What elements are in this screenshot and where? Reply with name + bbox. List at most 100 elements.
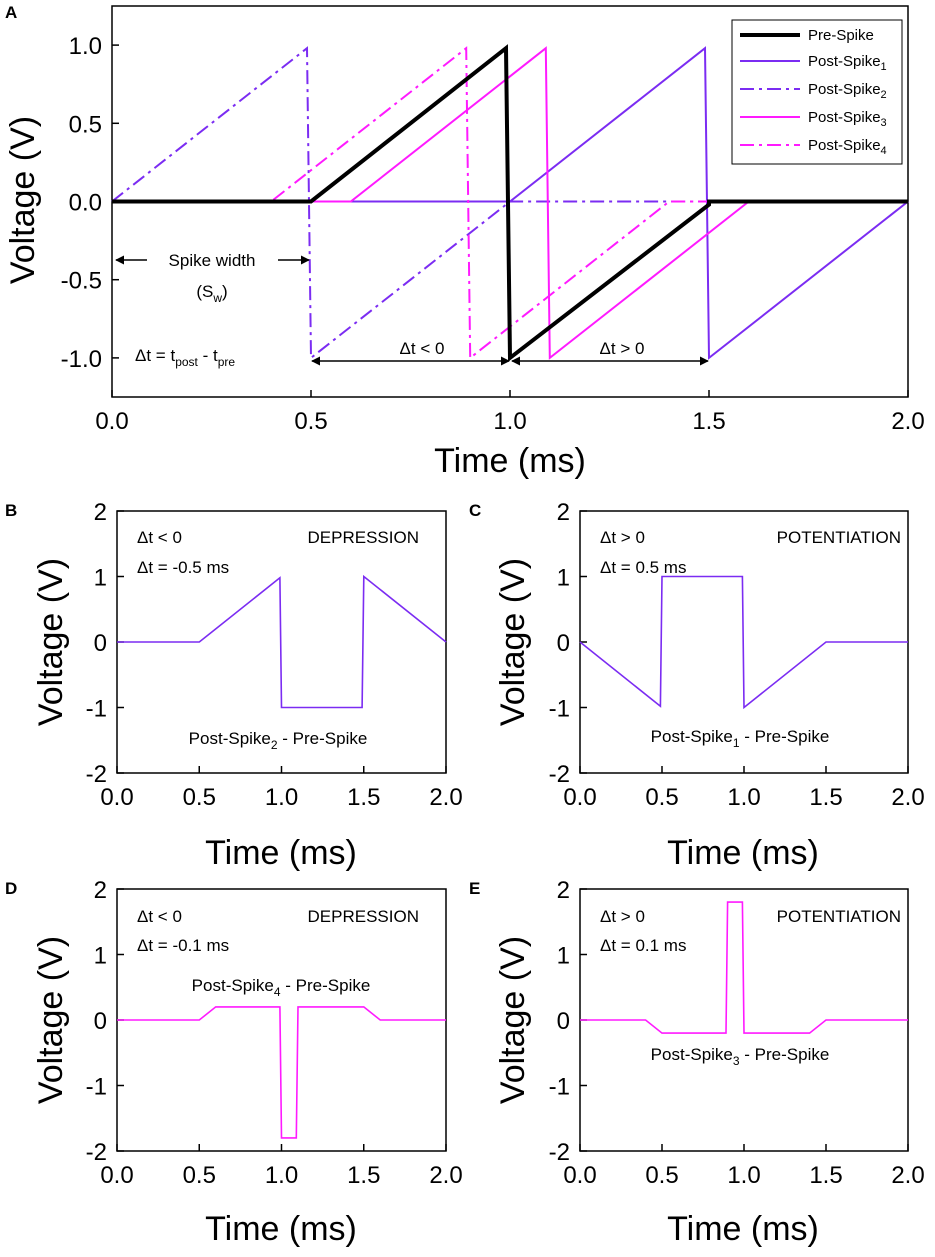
y-tick-label: 0.5: [69, 111, 102, 138]
x-tick-label: 1.0: [727, 784, 760, 811]
y-tick-label: -1: [549, 696, 570, 723]
x-tick-label: 2.0: [429, 1162, 462, 1189]
series-line-pre: [112, 44, 908, 362]
delta-t-value: Δt = -0.5 ms: [137, 558, 229, 577]
x-axis-label: Time (ms): [205, 834, 357, 872]
y-tick-label: -1.0: [61, 346, 102, 373]
panel-c: C 0.0 0.5 1.0 1.5 2.0 2 1 0 -1 -2 Time (ms) Volta…: [469, 499, 925, 872]
y-tick-label: -1: [549, 1074, 570, 1101]
y-tick-label: 1: [557, 943, 570, 970]
x-tick-label: 0.5: [294, 408, 327, 435]
series-group: [580, 901, 908, 1034]
panel-b: B 0.0 0.5 1.0 1.5 2.0 2 1 0 -1 -2 Time (ms) Volta…: [5, 499, 463, 872]
x-tick-label: 0.5: [645, 1162, 678, 1189]
series-line-difference: [117, 574, 447, 709]
delta-t-sign: Δt < 0: [137, 907, 182, 926]
x-tick-label: 1.5: [809, 784, 842, 811]
y-tick-label: 1: [557, 565, 570, 592]
x-axis-label: Time (ms): [667, 834, 819, 872]
y-tick-label: 1: [94, 943, 107, 970]
y-tick-label: 2: [557, 877, 570, 904]
y-tick-label: 0.0: [69, 190, 102, 217]
y-tick-label: 2: [94, 877, 107, 904]
series-line-post-2: [111, 46, 908, 360]
x-axis-label: Time (ms): [434, 442, 586, 480]
panel-letter: A: [5, 3, 17, 22]
x-tick-label: 0.5: [183, 784, 216, 811]
x-tick-label: 1.0: [727, 1162, 760, 1189]
y-tick-label: -2: [86, 1139, 107, 1166]
y-tick-label: 1: [94, 565, 107, 592]
legend-label-post-1: Post-Spike1: [808, 53, 887, 73]
y-axis-label: Voltage (V): [32, 558, 70, 726]
spike-width-label: Spike width: [169, 251, 256, 270]
y-axis-label: Voltage (V): [32, 936, 70, 1104]
panel-d: D 0.0 0.5 1.0 1.5 2.0 2 1 0 -1 -2 Time (ms) Volta…: [5, 877, 463, 1248]
series-group: [111, 44, 909, 362]
x-tick-label: 0.0: [563, 1162, 596, 1189]
potentiation-label: POTENTIATION: [777, 528, 901, 547]
x-axis-label: Time (ms): [667, 1210, 819, 1248]
delta-t-sign: Δt > 0: [600, 528, 645, 547]
axes: 0.0 0.5 1.0 1.5 2.0 2 1 0 -1 -2: [86, 499, 463, 811]
x-tick-label: 0.5: [183, 1162, 216, 1189]
legend-label-pre: Pre-Spike: [808, 27, 874, 44]
delta-t-sign: Δt > 0: [600, 907, 645, 926]
x-tick-label: 0.0: [563, 784, 596, 811]
delta-t-value: Δt = -0.1 ms: [137, 936, 229, 955]
axes: 0.0 0.5 1.0 1.5 2.0 2 1 0 -1 -2: [86, 877, 463, 1189]
difference-formula: Post-Spike2 - Pre-Spike: [189, 729, 368, 752]
y-axis-label: Voltage (V): [494, 936, 532, 1104]
x-tick-label: 2.0: [891, 1162, 924, 1189]
difference-formula: Post-Spike1 - Pre-Spike: [651, 727, 830, 750]
delta-t-value: Δt = 0.1 ms: [600, 936, 686, 955]
y-tick-label: -2: [549, 761, 570, 788]
spike-width-symbol: (Sw): [196, 282, 227, 305]
y-tick-label: 0: [557, 630, 570, 657]
panel-letter: C: [469, 501, 481, 520]
y-tick-label: 0: [94, 630, 107, 657]
delta-t-positive-label: Δt > 0: [600, 339, 645, 358]
series-line-difference: [580, 901, 908, 1034]
y-tick-label: 0: [94, 1008, 107, 1035]
y-tick-label: 2: [557, 499, 570, 526]
panel-letter: D: [5, 879, 17, 898]
difference-formula: Post-Spike3 - Pre-Spike: [651, 1045, 830, 1068]
x-tick-label: 2.0: [891, 784, 924, 811]
axes: 0.0 0.5 1.0 1.5 2.0 1.0 0.5 0.0 -0.5 -1.0: [61, 5, 925, 435]
legend-box: [731, 19, 903, 165]
x-tick-label: 0.5: [645, 784, 678, 811]
depression-label: DEPRESSION: [308, 907, 419, 926]
x-tick-label: 1.0: [265, 1162, 298, 1189]
x-tick-label: 2.0: [429, 784, 462, 811]
panel-a: A 0.0 0.5 1.0 1.5 2.0 1.0 0.5 0.0 -0.5 -1.0 Time …: [4, 3, 925, 480]
delta-t-sign: Δt < 0: [137, 528, 182, 547]
x-tick-label: 1.5: [347, 784, 380, 811]
depression-label: DEPRESSION: [308, 528, 419, 547]
y-axis-label: Voltage (V): [4, 116, 42, 284]
y-tick-label: -1: [86, 1074, 107, 1101]
y-tick-label: -2: [549, 1139, 570, 1166]
y-tick-label: -1: [86, 696, 107, 723]
series-line-difference: [117, 1006, 446, 1139]
legend-label-post-2: Post-Spike2: [808, 81, 887, 101]
x-tick-label: 0.0: [95, 408, 128, 435]
y-tick-label: 0: [557, 1008, 570, 1035]
difference-formula: Post-Spike4 - Pre-Spike: [192, 976, 371, 999]
y-tick-label: -0.5: [61, 268, 102, 295]
panel-letter: B: [5, 501, 17, 520]
panel-e: E 0.0 0.5 1.0 1.5 2.0 2 1 0 -1 -2 Time (ms) Volta…: [469, 877, 925, 1248]
delta-t-definition: Δt = tpost - tpre: [135, 346, 235, 369]
axes: 0.0 0.5 1.0 1.5 2.0 2 1 0 -1 -2: [549, 877, 925, 1189]
legend: Pre-Spike Post-Spike1 Post-Spike2 Post-S…: [731, 19, 903, 165]
x-axis-label: Time (ms): [205, 1210, 357, 1248]
delta-t-negative-label: Δt < 0: [400, 339, 445, 358]
x-tick-label: 1.0: [493, 408, 526, 435]
x-tick-label: 2.0: [891, 408, 924, 435]
x-tick-label: 0.0: [100, 784, 133, 811]
series-group: [579, 575, 908, 710]
y-axis-label: Voltage (V): [494, 558, 532, 726]
legend-label-post-3: Post-Spike3: [808, 109, 887, 129]
x-tick-label: 0.0: [100, 1162, 133, 1189]
